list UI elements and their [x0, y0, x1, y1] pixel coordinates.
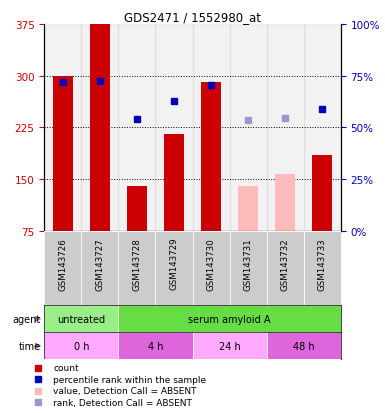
Bar: [267, 231, 304, 306]
Text: 0 h: 0 h: [74, 341, 89, 351]
Text: GSM143732: GSM143732: [281, 237, 290, 290]
Bar: [119, 25, 156, 231]
Bar: [229, 231, 266, 306]
Bar: [119, 332, 192, 359]
Bar: [192, 231, 229, 306]
Text: count: count: [54, 363, 79, 373]
Text: serum amyloid A: serum amyloid A: [188, 314, 271, 324]
Bar: [304, 25, 341, 231]
Bar: [267, 25, 304, 231]
Text: 48 h: 48 h: [293, 341, 315, 351]
Bar: [127, 187, 147, 231]
Text: GSM143731: GSM143731: [244, 237, 253, 290]
Bar: [44, 25, 81, 231]
Bar: [266, 332, 341, 359]
Bar: [192, 332, 267, 359]
Text: agent: agent: [12, 314, 40, 324]
Bar: [192, 25, 229, 231]
Text: 24 h: 24 h: [219, 341, 240, 351]
Text: GSM143730: GSM143730: [206, 237, 216, 290]
Bar: [44, 231, 81, 306]
Bar: [238, 187, 258, 231]
Text: value, Detection Call = ABSENT: value, Detection Call = ABSENT: [54, 386, 197, 395]
Bar: [53, 76, 73, 231]
Text: percentile rank within the sample: percentile rank within the sample: [54, 375, 207, 384]
Text: untreated: untreated: [57, 314, 105, 324]
Bar: [275, 174, 295, 231]
Bar: [119, 306, 341, 332]
Text: GSM143726: GSM143726: [58, 237, 67, 290]
Bar: [44, 332, 119, 359]
Title: GDS2471 / 1552980_at: GDS2471 / 1552980_at: [124, 11, 261, 24]
Text: GSM143728: GSM143728: [132, 237, 141, 290]
Bar: [312, 156, 332, 231]
Text: GSM143733: GSM143733: [318, 237, 327, 290]
Text: GSM143729: GSM143729: [169, 237, 179, 290]
Bar: [81, 25, 119, 231]
Text: GSM143727: GSM143727: [95, 237, 104, 290]
Text: time: time: [18, 341, 40, 351]
Bar: [156, 231, 192, 306]
Bar: [90, 25, 110, 231]
Bar: [44, 306, 119, 332]
Text: 4 h: 4 h: [148, 341, 163, 351]
Bar: [81, 231, 119, 306]
Bar: [119, 231, 156, 306]
Bar: [304, 231, 341, 306]
Bar: [156, 25, 192, 231]
Bar: [229, 25, 266, 231]
Bar: [201, 83, 221, 231]
Bar: [164, 135, 184, 231]
Text: rank, Detection Call = ABSENT: rank, Detection Call = ABSENT: [54, 398, 192, 406]
